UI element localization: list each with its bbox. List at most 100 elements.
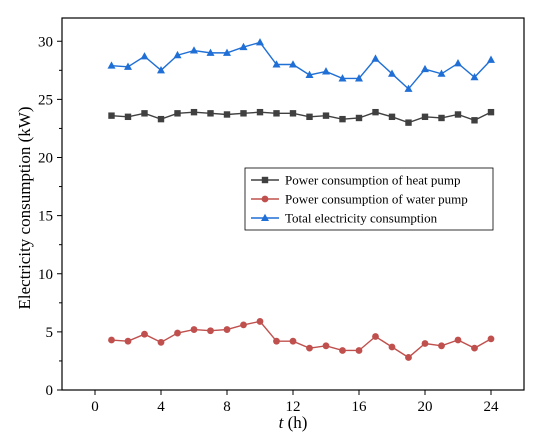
- data-point: [157, 66, 165, 74]
- legend: Power consumption of heat pump Power cons…: [244, 167, 494, 231]
- data-point: [141, 330, 148, 338]
- data-point: [405, 119, 412, 126]
- data-point: [289, 337, 297, 345]
- data-point: [157, 115, 165, 123]
- data-point: [487, 335, 495, 343]
- x-tick-label: 0: [91, 399, 99, 415]
- series-line: [111, 41, 492, 90]
- data-point: [240, 110, 247, 117]
- data-point: [240, 321, 247, 329]
- data-point: [454, 59, 462, 67]
- y-axis-ticks: 0 5 10 15 20 25 30: [38, 34, 62, 399]
- data-point: [471, 344, 478, 352]
- y-tick-label: 15: [38, 209, 53, 225]
- legend-label: Power consumption of water pump: [285, 192, 468, 207]
- data-point: [256, 318, 264, 325]
- data-point: [372, 108, 379, 116]
- data-point: [223, 111, 231, 118]
- data-point: [190, 108, 198, 116]
- data-point: [140, 52, 149, 60]
- series-line: [111, 320, 492, 359]
- x-tick-label: 24: [484, 399, 500, 415]
- data-point: [223, 326, 231, 333]
- data-point: [388, 113, 396, 121]
- data-point: [223, 48, 231, 56]
- x-tick-label: 12: [286, 399, 301, 415]
- data-point: [289, 60, 297, 68]
- x-axis-ticks: 0 4 8 12 16 20 24: [91, 390, 499, 415]
- y-tick-label: 0: [46, 383, 54, 399]
- data-point: [124, 62, 132, 70]
- data-point: [438, 114, 445, 122]
- data-point: [107, 61, 116, 69]
- data-point: [437, 69, 446, 77]
- data-point: [305, 70, 314, 78]
- data-point: [338, 74, 347, 82]
- data-point: [207, 327, 214, 335]
- y-tick-label: 25: [38, 92, 53, 108]
- data-point: [372, 333, 379, 340]
- legend-marker: [261, 176, 269, 184]
- data-point: [206, 48, 215, 56]
- legend-box: [244, 167, 494, 231]
- y-tick-label: 10: [38, 267, 53, 283]
- y-axis-title: Electricity consumption (kW): [15, 107, 34, 310]
- y-tick-label: 5: [46, 325, 54, 341]
- data-point: [174, 329, 181, 337]
- x-tick-label: 20: [418, 399, 433, 415]
- y-tick-label: 20: [38, 151, 53, 167]
- data-point: [438, 342, 445, 350]
- data-point: [190, 326, 198, 333]
- series-layer: [107, 38, 495, 361]
- data-point: [157, 338, 165, 346]
- data-point: [454, 336, 462, 344]
- data-point: [306, 113, 313, 121]
- data-point: [322, 67, 330, 75]
- legend-label: Power consumption of heat pump: [285, 173, 460, 188]
- data-point: [388, 343, 396, 351]
- data-point: [421, 340, 429, 347]
- series-2: [108, 318, 495, 361]
- data-point: [124, 337, 132, 345]
- x-tick-label: 8: [223, 399, 231, 415]
- data-point: [273, 337, 280, 345]
- data-point: [174, 110, 181, 117]
- data-point: [273, 110, 280, 117]
- data-point: [256, 38, 264, 46]
- data-point: [141, 110, 148, 117]
- data-point: [322, 112, 330, 119]
- data-point: [421, 64, 429, 73]
- data-point: [190, 46, 198, 54]
- data-point: [322, 342, 330, 350]
- data-point: [355, 74, 363, 82]
- y-tick-label: 30: [38, 34, 53, 50]
- data-point: [108, 336, 115, 344]
- series-line: [111, 111, 492, 124]
- data-point: [471, 117, 478, 124]
- legend-marker: [261, 213, 269, 221]
- legend-label: Total electricity consumption: [285, 211, 438, 226]
- x-tick-label: 4: [157, 399, 165, 415]
- data-point: [306, 344, 313, 352]
- series-1: [108, 108, 495, 126]
- data-point: [487, 108, 495, 116]
- data-point: [421, 113, 429, 121]
- data-point: [289, 110, 297, 117]
- data-point: [272, 60, 281, 68]
- data-point: [404, 84, 413, 92]
- data-point: [355, 347, 363, 354]
- data-point: [239, 42, 248, 51]
- data-point: [405, 354, 412, 361]
- data-point: [470, 72, 479, 81]
- data-point: [124, 113, 132, 121]
- data-point: [173, 50, 182, 59]
- series-3: [107, 38, 495, 92]
- data-point: [108, 112, 115, 119]
- data-point: [487, 55, 495, 63]
- data-point: [207, 110, 214, 117]
- data-point: [454, 111, 462, 118]
- x-axis-title: t (h): [279, 413, 308, 432]
- data-point: [339, 115, 346, 123]
- legend-marker: [261, 195, 269, 203]
